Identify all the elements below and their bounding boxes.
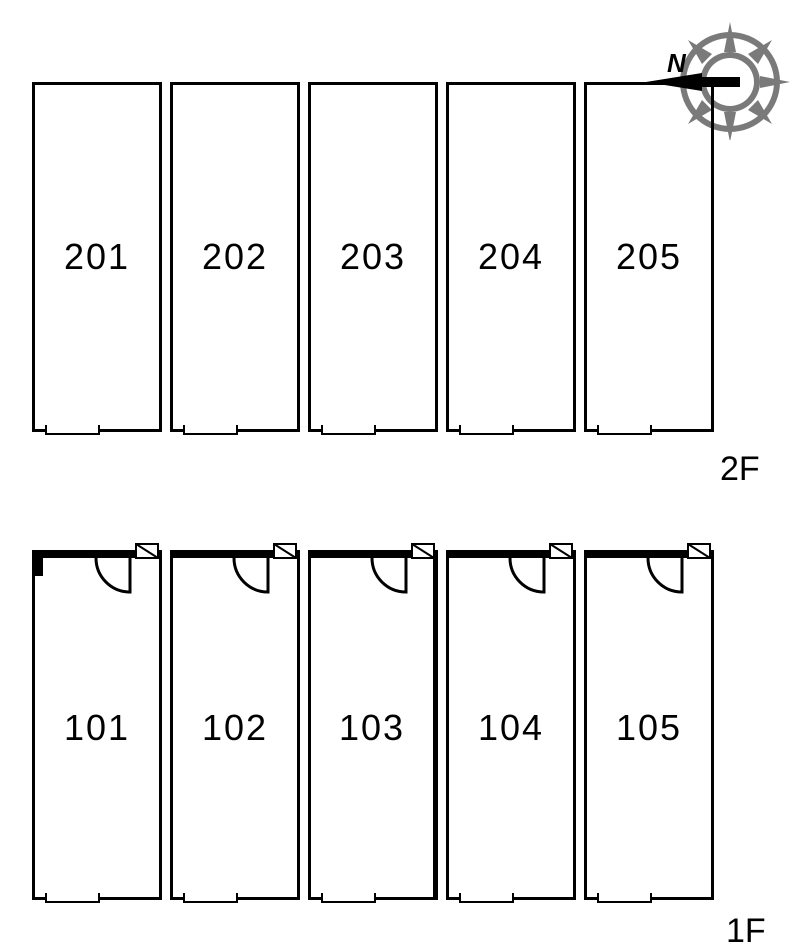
window-sill xyxy=(321,893,376,903)
unit-label: 103 xyxy=(339,707,405,749)
floor-2f-label: 2F xyxy=(720,450,760,489)
unit-label: 105 xyxy=(616,707,682,749)
unit-203: 203 xyxy=(308,82,438,432)
window-sill xyxy=(321,425,376,435)
unit-102: 102 xyxy=(170,550,300,900)
unit-105: 105 xyxy=(584,550,714,900)
unit-103: 103 xyxy=(308,550,438,900)
unit-label: 102 xyxy=(202,707,268,749)
floor-1f-label: 1F xyxy=(726,912,766,951)
unit-201: 201 xyxy=(32,82,162,432)
unit-label: 104 xyxy=(478,707,544,749)
unit-label: 203 xyxy=(340,236,406,278)
door-swing-icon xyxy=(173,558,303,598)
window-sill xyxy=(597,893,652,903)
unit-204: 204 xyxy=(446,82,576,432)
floor-1f-row: 101 102 103 104 105 xyxy=(32,550,714,900)
unit-101: 101 xyxy=(32,550,162,900)
door-swing-icon xyxy=(449,558,579,598)
unit-label: 202 xyxy=(202,236,268,278)
window-sill xyxy=(459,893,514,903)
door-swing-icon xyxy=(35,558,165,598)
unit-label: 204 xyxy=(478,236,544,278)
unit-label: 205 xyxy=(616,236,682,278)
window-sill xyxy=(183,893,238,903)
window-sill xyxy=(45,893,100,903)
window-sill xyxy=(459,425,514,435)
door-swing-icon xyxy=(311,558,441,598)
unit-104: 104 xyxy=(446,550,576,900)
door-swing-icon xyxy=(587,558,717,598)
window-sill xyxy=(45,425,100,435)
floor-2f-row: 201 202 203 204 205 xyxy=(32,82,714,432)
window-sill xyxy=(183,425,238,435)
unit-205: 205 xyxy=(584,82,714,432)
window-sill xyxy=(597,425,652,435)
compass-label: N xyxy=(667,48,687,78)
unit-label: 101 xyxy=(64,707,130,749)
unit-label: 201 xyxy=(64,236,130,278)
unit-202: 202 xyxy=(170,82,300,432)
